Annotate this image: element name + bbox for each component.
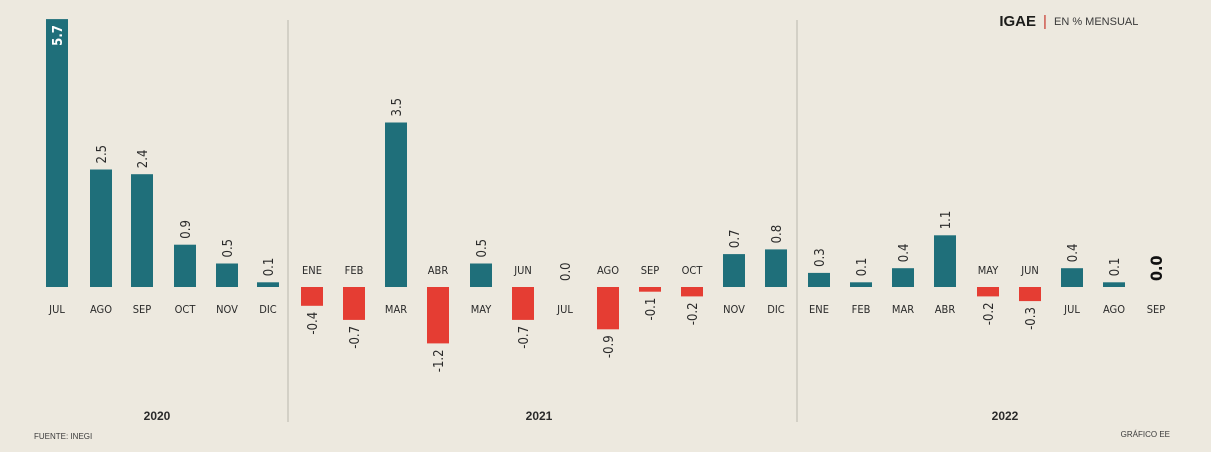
- value-labels-layer: 5.7 2.5 2.4 0.9 0.5 0.1 -0.4 -0.7 3.5 -1.2 0.5 -0.7…: [51, 25, 1166, 372]
- value-label: 0.3: [813, 248, 828, 267]
- month-label: ABR: [428, 264, 449, 277]
- month-label: AGO: [90, 303, 112, 316]
- value-label: 0.4: [1066, 244, 1081, 263]
- month-label: OCT: [682, 264, 704, 277]
- bar-ago-2020: [90, 169, 112, 287]
- bar-feb-2022: [850, 282, 872, 287]
- value-label: -0.7: [348, 326, 363, 349]
- bar-may-2022: [977, 287, 999, 297]
- bar-jun-2022: [1019, 287, 1041, 302]
- month-label: DIC: [259, 303, 277, 316]
- month-label: JUN: [513, 264, 532, 277]
- bar-oct-2020: [174, 244, 196, 287]
- month-label: ENE: [809, 303, 829, 316]
- year-dividers: [287, 20, 798, 422]
- bar-ene-2021: [301, 287, 323, 306]
- title-separator: |: [1043, 13, 1047, 30]
- source-note: FUENTE: INEGI: [34, 432, 92, 441]
- month-labels-layer: JUL AGO SEP OCT NOV DIC ENE FEB MAR ABR MAY JUN JUL A…: [48, 264, 1165, 316]
- year-labels-layer: 2020 2021 2022: [144, 409, 1019, 423]
- month-label: ENE: [302, 264, 322, 277]
- month-label: MAY: [978, 264, 999, 277]
- bars-layer: [46, 19, 1125, 344]
- bar-sep-2021: [639, 287, 661, 292]
- month-label: DIC: [767, 303, 785, 316]
- month-label: JUL: [48, 303, 65, 316]
- month-label: SEP: [641, 264, 660, 277]
- month-label: ABR: [935, 303, 956, 316]
- bar-jun-2021: [512, 287, 534, 320]
- value-label: 0.4: [897, 244, 912, 263]
- bar-mar-2022: [892, 268, 914, 287]
- bar-ene-2022: [808, 272, 830, 287]
- month-label: SEP: [1147, 303, 1166, 316]
- month-label: MAR: [385, 303, 407, 316]
- chart-header: IGAE | EN % MENSUAL: [999, 13, 1138, 30]
- value-label: 0.9: [179, 220, 194, 239]
- bar-ago-2022: [1103, 282, 1125, 287]
- bar-abr-2022: [934, 235, 956, 287]
- year-label-2021: 2021: [526, 409, 553, 423]
- value-label: 0.1: [1108, 258, 1123, 277]
- month-label: MAY: [471, 303, 492, 316]
- value-label: -0.3: [1024, 307, 1039, 330]
- value-label: 0.7: [728, 230, 743, 249]
- month-label: OCT: [175, 303, 197, 316]
- month-label: FEB: [345, 264, 364, 277]
- value-label: 2.5: [95, 145, 110, 164]
- month-label: AGO: [597, 264, 619, 277]
- bar-dic-2021: [765, 249, 787, 287]
- value-label: 2.4: [136, 150, 151, 169]
- value-label: -0.7: [517, 326, 532, 349]
- month-label: FEB: [852, 303, 871, 316]
- value-label: -0.1: [644, 298, 659, 321]
- bar-nov-2021: [723, 254, 745, 287]
- value-label: 0.5: [221, 239, 236, 258]
- bar-oct-2021: [681, 287, 703, 297]
- bar-jul-2022: [1061, 268, 1083, 287]
- month-label: NOV: [216, 303, 238, 316]
- bar-abr-2021: [427, 287, 449, 344]
- chart-subtitle: EN % MENSUAL: [1054, 16, 1138, 28]
- bar-ago-2021: [597, 287, 619, 330]
- value-label: -0.2: [982, 302, 997, 325]
- value-label: -1.2: [432, 349, 447, 372]
- bar-may-2021: [470, 263, 492, 287]
- value-label: 0.0: [559, 262, 574, 281]
- month-label: JUN: [1020, 264, 1039, 277]
- year-label-2020: 2020: [144, 409, 171, 423]
- value-label: -0.2: [686, 302, 701, 325]
- year-label-2022: 2022: [992, 409, 1019, 423]
- bar-sep-2020: [131, 174, 153, 287]
- value-label: -0.4: [306, 312, 321, 335]
- bar-mar-2021: [385, 122, 407, 287]
- month-label: JUL: [1063, 303, 1080, 316]
- value-label: 0.5: [475, 239, 490, 258]
- bar-dic-2020: [257, 282, 279, 287]
- chart-title: IGAE: [999, 13, 1036, 30]
- bar-feb-2021: [343, 287, 365, 320]
- value-label: 3.5: [390, 98, 405, 117]
- bar-nov-2020: [216, 263, 238, 287]
- month-label: SEP: [133, 303, 152, 316]
- value-label: 0.0: [1147, 256, 1166, 282]
- value-label: 5.7: [51, 25, 66, 46]
- month-label: NOV: [723, 303, 745, 316]
- month-label: MAR: [892, 303, 914, 316]
- graphic-credit: GRÁFICO EE: [1121, 430, 1170, 439]
- value-label: 0.1: [262, 258, 277, 277]
- value-label: -0.9: [602, 335, 617, 358]
- month-label: AGO: [1103, 303, 1125, 316]
- bar-jul-2020: [46, 19, 68, 287]
- value-label: 1.1: [939, 211, 954, 230]
- month-label: JUL: [556, 303, 573, 316]
- value-label: 0.8: [770, 225, 785, 244]
- value-label: 0.1: [855, 258, 870, 277]
